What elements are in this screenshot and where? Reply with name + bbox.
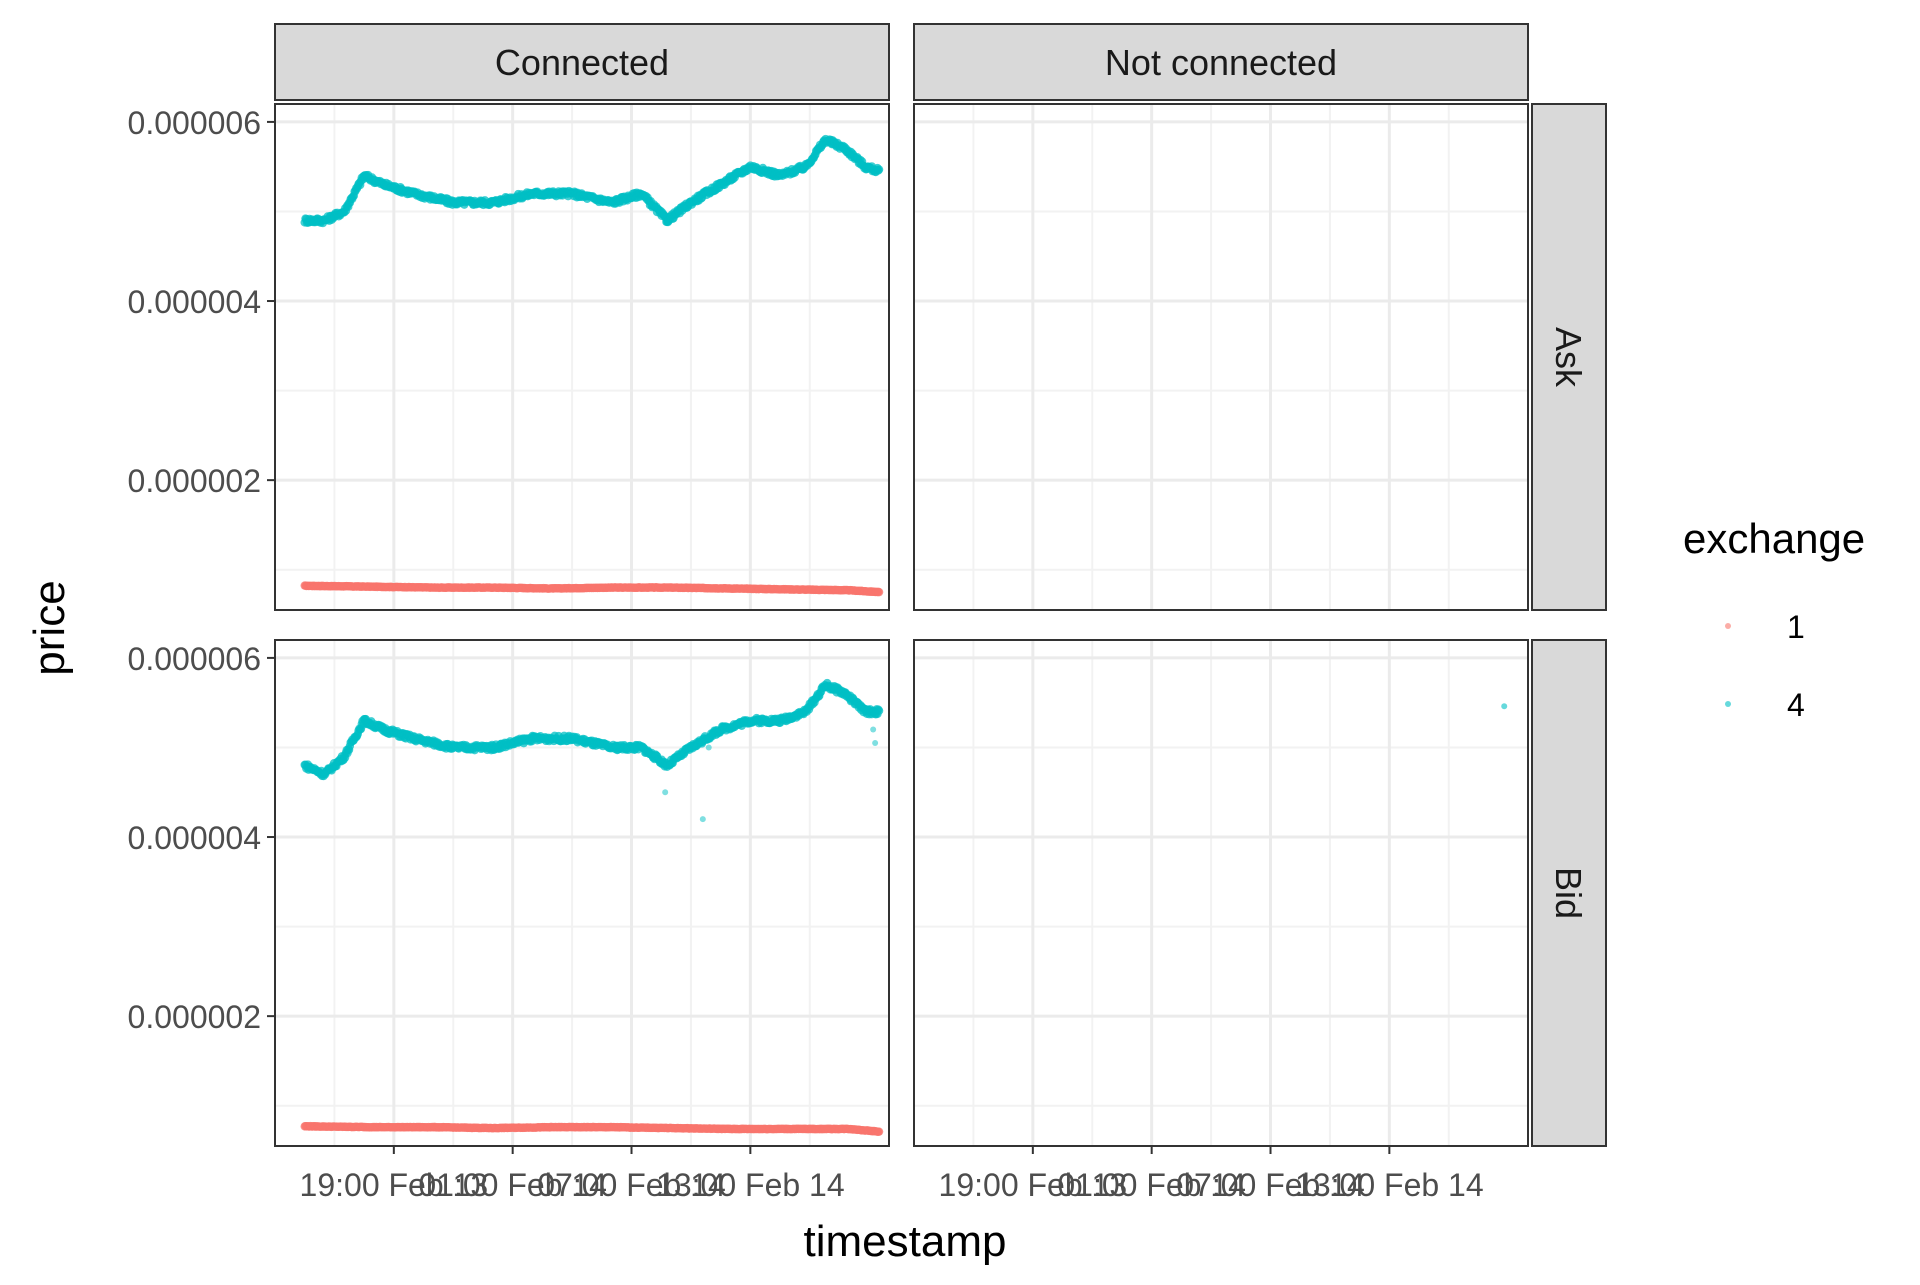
strip-background bbox=[913, 23, 1529, 101]
panels-layer bbox=[274, 103, 1529, 1147]
y-tick-label: 0.000004 bbox=[128, 284, 261, 320]
x-tick-label: 13:00 Feb 14 bbox=[656, 1167, 845, 1203]
data-point bbox=[705, 744, 712, 751]
x-tick-label: 01:00 Feb 14 bbox=[418, 1167, 607, 1203]
strip-background bbox=[1531, 103, 1607, 611]
y-tick-label: 0.000002 bbox=[128, 463, 261, 499]
strip-connected: Connected bbox=[274, 23, 890, 101]
data-point bbox=[874, 165, 884, 174]
y-tick-label: 0.000006 bbox=[128, 105, 261, 141]
x-tick-label: 07:00 Feb 14 bbox=[1176, 1167, 1365, 1203]
panel-border bbox=[274, 639, 890, 1147]
series-4-ask-connected bbox=[300, 134, 884, 228]
legend-key bbox=[1725, 623, 1731, 629]
legend-key bbox=[1725, 701, 1731, 707]
data-point bbox=[662, 789, 669, 796]
panel-ask-not-connected bbox=[914, 104, 1528, 610]
y-tick-label: 0.000004 bbox=[128, 820, 261, 856]
series-4-bid-connected-outliers bbox=[662, 726, 879, 823]
strip-not-connected: Not connected bbox=[913, 23, 1529, 101]
y-axis-bid: 0.000002 0.000004 0.000006 bbox=[128, 641, 275, 1035]
facet-strips: Connected Not connected Ask Bid bbox=[274, 23, 1607, 1147]
strip-background bbox=[1531, 639, 1607, 1147]
x-tick-label: 01:00 Feb 14 bbox=[1057, 1167, 1246, 1203]
series-1-ask-connected bbox=[300, 581, 884, 597]
strip-background bbox=[274, 23, 890, 101]
legend-label: 4 bbox=[1787, 687, 1805, 723]
data-point bbox=[872, 739, 879, 746]
panel-ask-connected bbox=[275, 104, 889, 610]
legend-title: exchange bbox=[1683, 515, 1865, 562]
data-point bbox=[1501, 703, 1508, 710]
legend: exchange 1 4 bbox=[1683, 515, 1865, 723]
y-axis-ask: 0.000002 0.000004 0.000006 bbox=[128, 105, 275, 499]
y-tick-label: 0.000002 bbox=[128, 999, 261, 1035]
axes: 0.000002 0.000004 0.000006 0.000002 0.000004… bbox=[128, 105, 1484, 1203]
legend-entry-4: 4 bbox=[1725, 687, 1805, 723]
strip-label: Ask bbox=[1548, 327, 1589, 388]
data-point bbox=[874, 587, 884, 597]
data-point bbox=[699, 816, 706, 823]
series-1-bid-connected bbox=[300, 1121, 884, 1136]
x-tick-label: 19:00 Feb 13 bbox=[939, 1167, 1128, 1203]
data-point bbox=[874, 1127, 884, 1136]
panel-border bbox=[913, 103, 1529, 611]
strip-ask: Ask bbox=[1531, 103, 1607, 611]
strip-bid: Bid bbox=[1531, 639, 1607, 1147]
x-tick-label: 13:00 Feb 14 bbox=[1295, 1167, 1484, 1203]
panel-background bbox=[914, 104, 1528, 610]
data-point bbox=[870, 726, 877, 733]
strip-label: Not connected bbox=[1105, 42, 1337, 83]
panel-bid-not-connected bbox=[914, 640, 1528, 1146]
strip-label: Bid bbox=[1548, 867, 1589, 919]
panel-background bbox=[275, 104, 889, 610]
x-tick-label: 07:00 Feb 14 bbox=[537, 1167, 726, 1203]
x-tick-label: 19:00 Feb 13 bbox=[300, 1167, 489, 1203]
series-4-bid-connected bbox=[300, 678, 884, 781]
data-point bbox=[874, 706, 884, 715]
panel-background bbox=[914, 640, 1528, 1146]
legend-label: 1 bbox=[1787, 609, 1805, 645]
legend-entry-1: 1 bbox=[1725, 609, 1805, 645]
panel-border bbox=[913, 639, 1529, 1147]
x-axis-title: timestamp bbox=[804, 1217, 1007, 1266]
series-4-bid-not-connected bbox=[1501, 703, 1508, 710]
panel-border bbox=[274, 103, 890, 611]
strip-label: Connected bbox=[495, 42, 669, 83]
y-tick-label: 0.000006 bbox=[128, 641, 261, 677]
y-axis-title: price bbox=[25, 580, 74, 675]
